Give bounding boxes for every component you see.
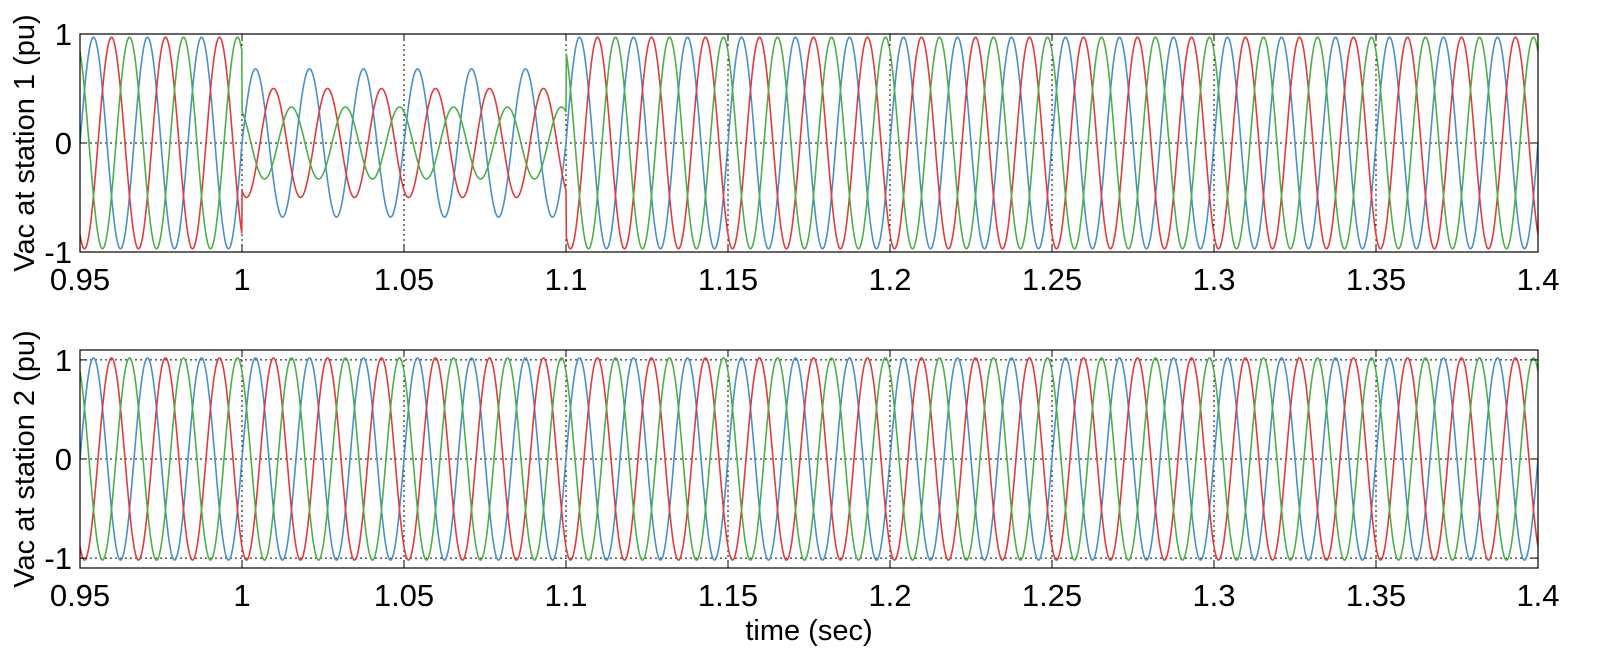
- y-tick-label: -1: [44, 235, 72, 270]
- x-tick-label: 0.95: [50, 262, 110, 297]
- x-tick-label: 1.25: [1022, 578, 1082, 613]
- station-1-plot: 0.95 1 1.05 1.1 1.15 1.2 1.25 1.3 1.35 1.4 -1 0 1 Vac…: [9, 14, 1560, 297]
- series-line-phase-2: [80, 36, 1538, 250]
- x-tick-label: 1.25: [1022, 262, 1082, 297]
- x-tick-label: 1.2: [868, 262, 911, 297]
- x-tick-label: 1.05: [374, 262, 434, 297]
- x-tick-label: 1.15: [698, 262, 758, 297]
- x-tick-label: 1.35: [1346, 262, 1406, 297]
- series-line-phase-1: [80, 357, 1538, 561]
- x-tick-label: 1.35: [1346, 578, 1406, 613]
- x-axis-label: time (sec): [745, 615, 872, 647]
- series-line-phase-3: [80, 357, 1538, 561]
- y-axis-label: Vac at station 1 (pu): [9, 14, 41, 271]
- x-tick-label: 1.05: [374, 578, 434, 613]
- x-tick-label: 1.15: [698, 578, 758, 613]
- x-tick-label: 1.3: [1192, 578, 1235, 613]
- x-tick-label: 1.1: [544, 578, 587, 613]
- x-tick-label: 1: [233, 262, 250, 297]
- x-tick-label: 1.4: [1516, 262, 1559, 297]
- x-tick-label: 1.4: [1516, 578, 1559, 613]
- y-tick-label: -1: [44, 541, 72, 576]
- y-tick-label: 1: [55, 17, 72, 52]
- series-line-phase-1: [80, 36, 1538, 250]
- x-tick-label: 1.2: [868, 578, 911, 613]
- x-tick-label: 0.95: [50, 578, 110, 613]
- series-line-phase-2: [80, 357, 1538, 561]
- x-tick-label: 1.1: [544, 262, 587, 297]
- series-line-phase-3: [80, 36, 1538, 250]
- x-tick-label: 1.3: [1192, 262, 1235, 297]
- station-2-plot: 0.95 1 1.05 1.1 1.15 1.2 1.25 1.3 1.35 1.4 -1 0 1 Vac…: [9, 330, 1560, 647]
- y-axis-label: Vac at station 2 (pu): [9, 330, 41, 587]
- y-tick-label: 0: [55, 126, 72, 161]
- x-tick-label: 1: [233, 578, 250, 613]
- y-tick-label: 1: [55, 343, 72, 378]
- y-tick-label: 0: [55, 442, 72, 477]
